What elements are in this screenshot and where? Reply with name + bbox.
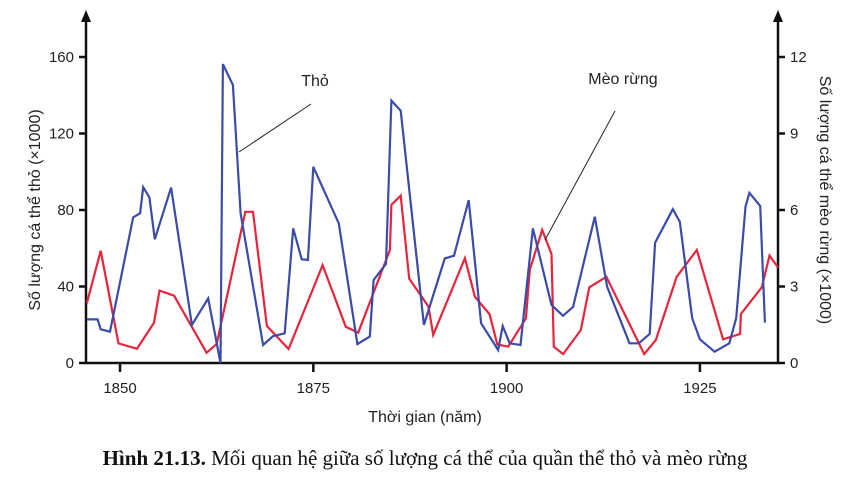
- caption-number: Hình 21.13.: [102, 446, 206, 470]
- x-axis-label: Thời gian (năm): [368, 409, 482, 426]
- x-tick-label: 1875: [297, 380, 330, 397]
- annotation-lynx: Mèo rừng: [588, 71, 657, 88]
- x-tick-label: 1850: [103, 380, 136, 397]
- y-tick-left-label: 160: [49, 49, 74, 66]
- annotation-leader-lynx: [544, 110, 616, 241]
- caption-text: Mối quan hệ giữa số lượng cá thể của quầ…: [211, 446, 748, 470]
- y-tick-left-label: 80: [57, 202, 74, 219]
- y-axis-left-arrow-icon: [81, 10, 91, 22]
- annotation-hare: Thỏ: [301, 73, 329, 90]
- y-tick-left-label: 120: [49, 126, 74, 143]
- y-tick-right-label: 3: [790, 279, 798, 296]
- y-tick-left-label: 0: [66, 355, 74, 372]
- axes: [79, 10, 785, 372]
- series-line-lynx: [85, 193, 779, 357]
- tick-labels: 1850 1875 1900 1925 0 40 80 120 160 0 3 6 9 12: [49, 49, 807, 397]
- series-lines: [85, 63, 779, 364]
- y-axis-left-label: Số lượng cá thể thỏ (×1000): [26, 109, 44, 310]
- y-tick-right-label: 9: [790, 126, 798, 143]
- series-line-hare: [86, 63, 766, 364]
- y-axis-right-arrow-icon: [773, 10, 783, 22]
- y-tick-left-label: 40: [57, 279, 74, 296]
- annotation-leader-hare: [238, 103, 312, 153]
- x-tick-label: 1900: [490, 380, 523, 397]
- y-axis-right-label: Số lượng cá thể mèo rừng (×1000): [816, 76, 834, 325]
- y-tick-right-label: 6: [790, 202, 798, 219]
- x-tick-label: 1925: [683, 380, 716, 397]
- y-tick-right-label: 12: [790, 49, 807, 66]
- figure-caption: Hình 21.13. Mối quan hệ giữa số lượng cá…: [0, 446, 850, 471]
- y-tick-right-label: 0: [790, 355, 798, 372]
